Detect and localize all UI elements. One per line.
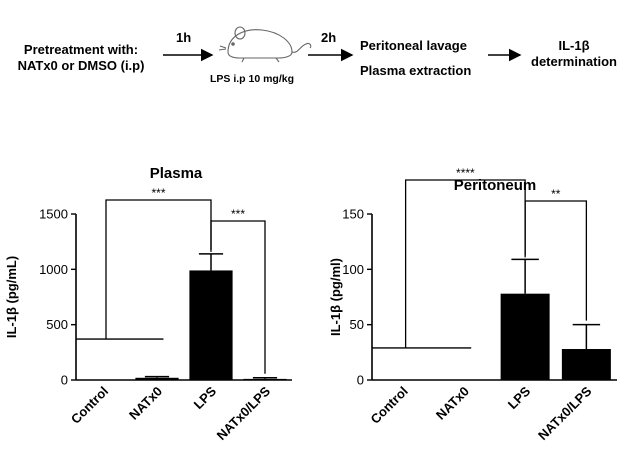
experimental-scheme: Pretreatment with: NATx0 or DMSO (i.p) 1… <box>0 0 624 120</box>
significance-bracket <box>524 200 588 321</box>
significance-label: *** <box>231 207 245 221</box>
y-tick-label: 0 <box>61 373 68 388</box>
mouse-icon <box>218 26 312 63</box>
y-tick-label: 1000 <box>39 262 68 277</box>
scheme-arrows <box>163 26 522 63</box>
x-tick-label: LPS <box>505 383 534 412</box>
x-tick-label: NATx0 <box>126 384 165 423</box>
lps-dose-text: LPS i.p 10 mg/kg <box>210 73 295 85</box>
result-line1: IL-1β <box>558 38 590 53</box>
significance-bracket <box>210 220 266 374</box>
x-tick-label: NATx0/LPS <box>214 383 274 443</box>
y-tick-label: 500 <box>46 317 68 332</box>
x-tick-label: NATx0/LPS <box>535 383 595 443</box>
bar-natx0-lps <box>561 349 611 380</box>
significance-label: *** <box>151 186 165 200</box>
x-tick-label: Control <box>68 384 111 427</box>
y-tick-label: 100 <box>342 262 364 277</box>
step1-time: 1h <box>176 30 192 45</box>
y-tick-label: 1500 <box>39 207 68 222</box>
x-tick-label: Control <box>367 384 410 427</box>
bar-lps <box>500 293 550 380</box>
y-tick-label: 50 <box>350 317 364 332</box>
significance-label: ** <box>551 187 561 201</box>
outcome-text: Peritoneal lavage Plasma extraction <box>360 38 471 79</box>
y-tick-label: 150 <box>342 207 364 222</box>
x-tick-label: LPS <box>191 383 220 412</box>
result-text: IL-1β determination <box>524 38 624 70</box>
outcome-line1: Peritoneal lavage <box>360 38 467 53</box>
x-tick-label: NATx0 <box>433 384 472 423</box>
significance-label: **** <box>456 166 475 180</box>
pretreatment-line2: NATx0 or DMSO (i.p) <box>17 58 145 73</box>
y-axis-label: IL-1β (pg/ml) <box>328 258 343 336</box>
bar-natx0 <box>135 377 179 380</box>
bar-lps <box>189 270 233 380</box>
bar-natx0-lps <box>243 378 287 380</box>
pretreatment-text: Pretreatment with: NATx0 or DMSO (i.p) <box>6 42 156 74</box>
plasma-chart: Plasma 0 500 1000 1500 IL-1β (pg/mL) Control NA… <box>4 165 292 443</box>
pretreatment-line1: Pretreatment with: <box>23 42 139 57</box>
chart-title: Plasma <box>150 165 203 182</box>
outcome-line2: Plasma extraction <box>360 63 472 78</box>
step2-time: 2h <box>321 30 337 45</box>
peritoneum-chart: Peritoneum 0 50 100 150 IL-1β (pg/ml) Control N… <box>328 166 617 443</box>
y-axis-label: IL-1β (pg/mL) <box>4 256 19 338</box>
y-tick-label: 0 <box>357 373 364 388</box>
result-line2: determination <box>531 54 617 69</box>
chart-title: Peritoneum <box>454 177 537 194</box>
